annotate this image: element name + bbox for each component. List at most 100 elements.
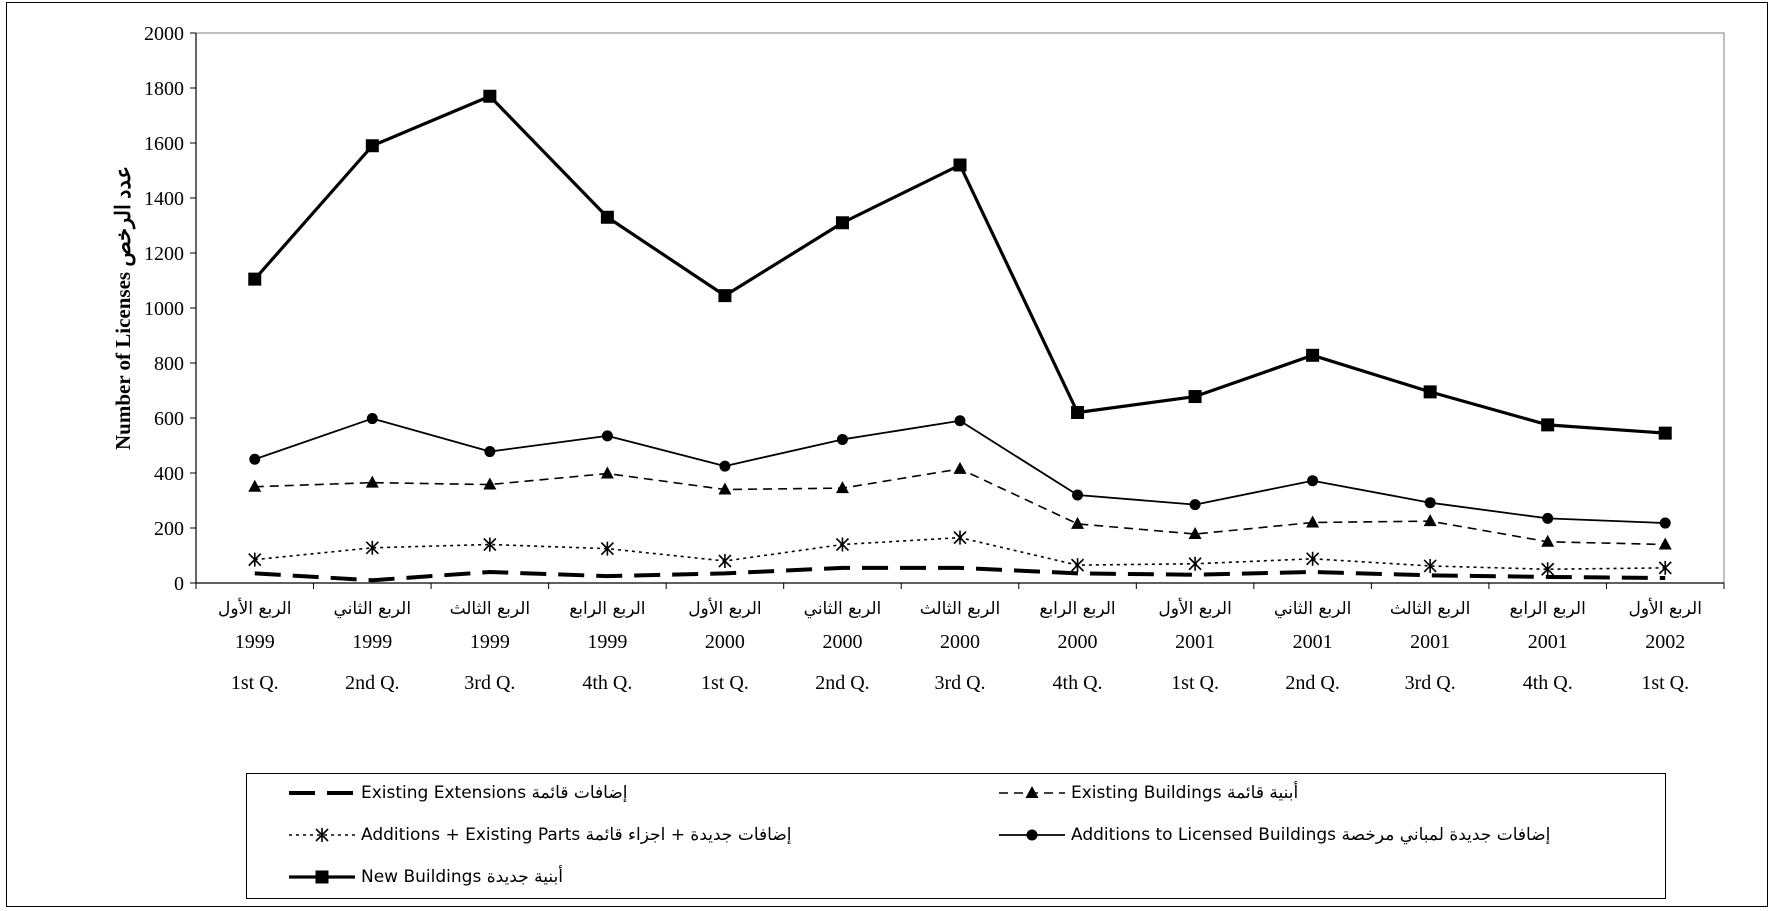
data-point bbox=[1542, 512, 1554, 524]
x-tick-label-quarter: 1st Q. bbox=[701, 672, 749, 694]
legend-label: Existing Extensions إضافات قائمة bbox=[361, 783, 628, 803]
data-point bbox=[1423, 385, 1437, 399]
data-point bbox=[835, 537, 850, 552]
legend-swatch bbox=[999, 829, 1065, 841]
legend-swatch-marker bbox=[1025, 786, 1039, 798]
x-tick-label-quarter: 3rd Q. bbox=[1405, 672, 1456, 694]
data-point bbox=[484, 446, 496, 458]
data-point bbox=[719, 460, 731, 472]
data-point bbox=[1658, 560, 1672, 575]
data-point bbox=[1189, 499, 1201, 511]
data-point bbox=[248, 479, 262, 492]
y-tick-label: 1800 bbox=[144, 78, 184, 100]
data-point bbox=[365, 139, 379, 153]
data-point bbox=[953, 158, 967, 172]
y-tick-label: 1000 bbox=[144, 298, 184, 320]
x-tick-label-arabic: الربع الرابع bbox=[569, 599, 645, 619]
x-tick-label-year: 1999 bbox=[587, 631, 627, 653]
data-point bbox=[600, 466, 614, 479]
series-line bbox=[254, 565, 1666, 583]
data-point bbox=[365, 540, 379, 555]
chart-frame bbox=[6, 2, 1768, 907]
x-tick-label-quarter: 3rd Q. bbox=[934, 672, 985, 694]
legend-label: New Buildings أبنية جديدة bbox=[361, 867, 563, 887]
data-point bbox=[1423, 558, 1437, 573]
data-point bbox=[718, 482, 732, 495]
data-point bbox=[1072, 489, 1084, 501]
y-tick-label: 800 bbox=[154, 353, 184, 375]
x-tick-label-arabic: الربع الثالث bbox=[450, 599, 531, 619]
series-line bbox=[253, 94, 1666, 435]
data-point bbox=[1306, 348, 1320, 362]
data-point bbox=[1424, 497, 1436, 509]
x-tick-label-quarter: 1st Q. bbox=[1171, 672, 1219, 694]
data-point bbox=[954, 415, 966, 427]
x-tick-label-year: 2000 bbox=[940, 631, 980, 653]
x-tick-label-quarter: 1st Q. bbox=[231, 672, 279, 694]
data-point bbox=[836, 433, 848, 445]
legend-item-additions-licensed-buildings: Additions to Licensed Buildings إضافات ج… bbox=[997, 822, 1550, 848]
data-point bbox=[835, 481, 849, 494]
y-tick-label: 200 bbox=[154, 518, 184, 540]
data-point bbox=[1658, 537, 1672, 550]
data-point bbox=[1188, 527, 1202, 540]
legend-item-existing-buildings: Existing Buildings أبنية قائمة bbox=[997, 780, 1298, 806]
x-tick-label-arabic: الربع الرابع bbox=[1039, 599, 1115, 619]
y-tick-label: 400 bbox=[154, 463, 184, 485]
data-point bbox=[600, 210, 614, 224]
x-tick-label-arabic: الربع الأول bbox=[1629, 598, 1702, 619]
x-tick-label-quarter: 4th Q. bbox=[582, 672, 632, 694]
data-point bbox=[1306, 515, 1320, 528]
data-point bbox=[1541, 562, 1555, 577]
legend-item-additions-existing-parts: Additions + Existing Parts إضافات جديدة … bbox=[287, 822, 791, 848]
legend-item-new-buildings: New Buildings أبنية جديدة bbox=[287, 864, 563, 890]
legend-swatch bbox=[289, 828, 355, 842]
legend-label: Existing Buildings أبنية قائمة bbox=[1071, 783, 1299, 803]
x-tick-label-quarter: 2nd Q. bbox=[1285, 672, 1339, 694]
plot-area bbox=[195, 32, 1725, 584]
legend-label: Additions + Existing Parts إضافات جديدة … bbox=[361, 825, 792, 845]
data-point bbox=[248, 272, 262, 286]
data-point bbox=[718, 554, 732, 568]
x-tick-label-arabic: الربع الأول bbox=[218, 598, 291, 619]
x-tick-label-arabic: الربع الأول bbox=[1158, 598, 1231, 619]
data-point bbox=[1071, 516, 1085, 529]
x-tick-label-quarter: 2nd Q. bbox=[345, 672, 399, 694]
x-tick-label-arabic: الربع الثاني bbox=[334, 599, 412, 619]
x-tick-label-year: 2000 bbox=[822, 631, 862, 653]
legend-swatch-marker bbox=[1026, 829, 1038, 841]
x-tick-label-arabic: الربع الأول bbox=[688, 598, 761, 619]
x-tick-label-arabic: الربع الثالث bbox=[920, 599, 1001, 619]
series-0 bbox=[254, 565, 1666, 583]
data-point bbox=[835, 216, 849, 230]
y-tick-label: 2000 bbox=[144, 23, 184, 45]
x-tick-label-year: 1999 bbox=[235, 631, 275, 653]
data-point bbox=[1070, 558, 1085, 573]
data-point bbox=[1541, 534, 1555, 547]
x-tick-label-arabic: الربع الثاني bbox=[804, 599, 882, 619]
x-tick-label-year: 2000 bbox=[1058, 631, 1098, 653]
x-tick-label-year: 1999 bbox=[470, 631, 510, 653]
legend-swatch bbox=[289, 870, 355, 884]
y-tick-label: 600 bbox=[154, 408, 184, 430]
data-point bbox=[1071, 406, 1085, 419]
data-point bbox=[1659, 517, 1671, 529]
x-tick-label-quarter: 4th Q. bbox=[1053, 672, 1103, 694]
legend-swatch-marker bbox=[315, 828, 329, 842]
data-point bbox=[365, 475, 379, 488]
x-tick-label-arabic: الربع الثالث bbox=[1390, 599, 1471, 619]
series-3 bbox=[249, 413, 1671, 529]
data-point bbox=[483, 537, 497, 552]
data-point bbox=[366, 413, 378, 425]
data-point bbox=[1188, 556, 1202, 571]
data-point bbox=[1188, 390, 1202, 404]
y-tick-label: 0 bbox=[174, 573, 184, 595]
y-tick-label: 1400 bbox=[144, 188, 184, 210]
data-point bbox=[1306, 551, 1320, 566]
data-point bbox=[248, 552, 262, 567]
data-point bbox=[953, 530, 967, 545]
data-point bbox=[1541, 418, 1555, 432]
y-tick-label: 1200 bbox=[144, 243, 184, 265]
y-axis-label: Number of Licenses عدد الرخص bbox=[111, 166, 136, 450]
x-tick-label-year: 2002 bbox=[1645, 631, 1685, 653]
